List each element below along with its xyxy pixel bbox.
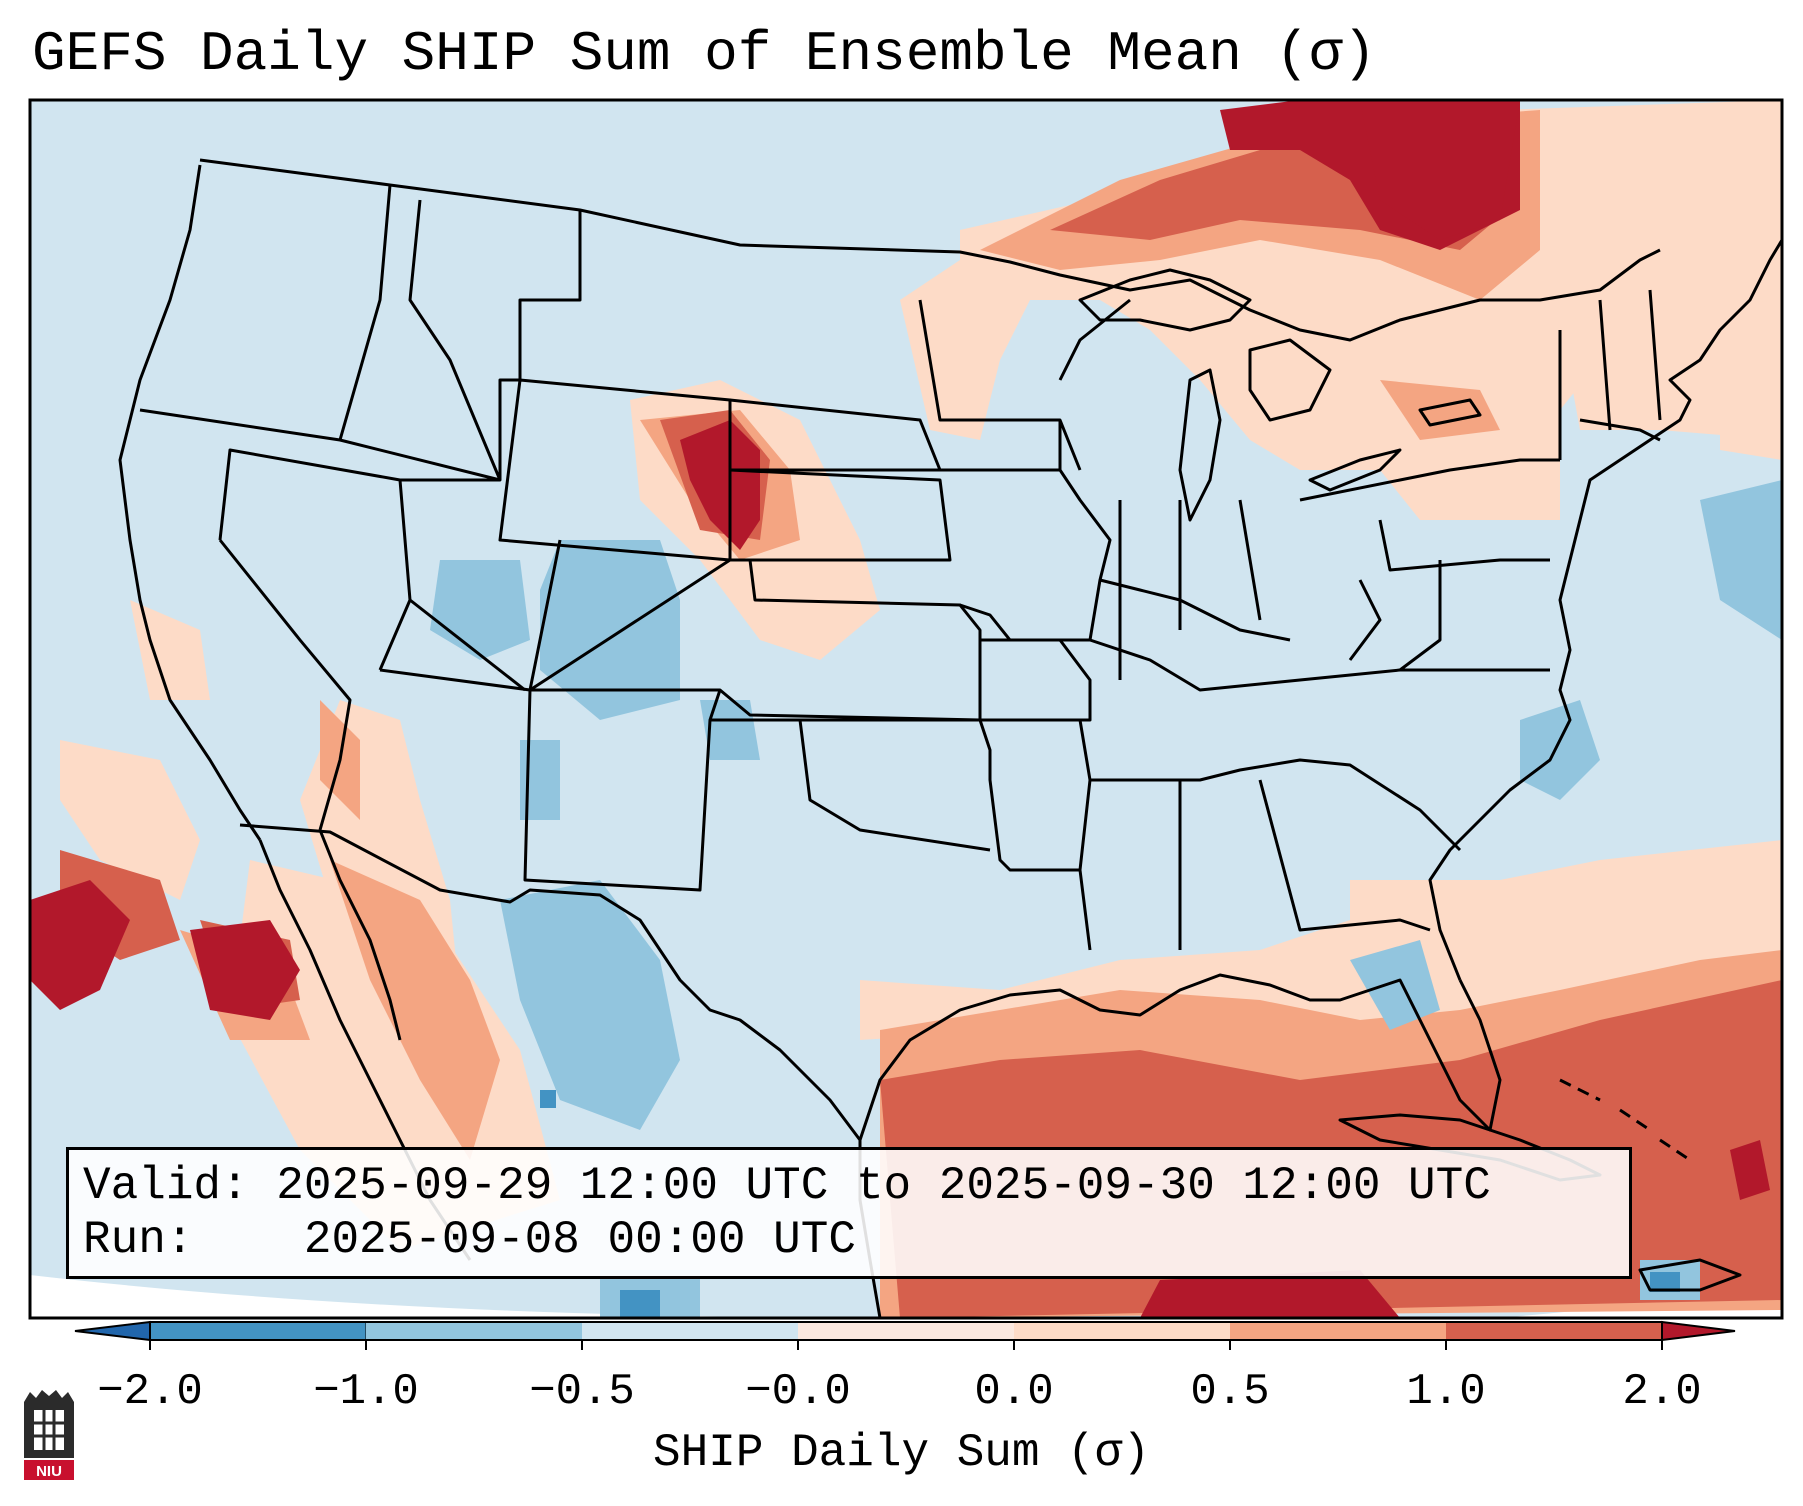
baja-inner-coast xyxy=(318,829,402,1041)
logo-text: NIU xyxy=(36,1463,62,1480)
colorbar-bin xyxy=(366,1322,582,1340)
colorbar-ticks xyxy=(149,1340,1663,1350)
colorbar-tick-label: −0.5 xyxy=(529,1367,635,1417)
bahamas xyxy=(1559,1078,1691,1162)
niu-logo-icon: NIU xyxy=(24,1390,74,1480)
colorbar-tick-label: 0.5 xyxy=(1190,1367,1269,1417)
colorbar-extend-high xyxy=(1661,1320,1736,1342)
valid-run-info-box: Valid: 2025-09-29 12:00 UTC to 2025-09-3… xyxy=(66,1147,1632,1279)
map-title: GEFS Daily SHIP Sum of Ensemble Mean (σ) xyxy=(32,22,1377,86)
lake-michigan xyxy=(1178,368,1222,522)
colorbar-bin xyxy=(798,1322,1014,1340)
colorbar: −2.0 −1.0 −0.5 −0.0 0.0 0.5 1.0 2.0 xyxy=(74,1320,1736,1417)
colorbar-tick-label: 1.0 xyxy=(1406,1367,1485,1417)
pacific-coast xyxy=(118,164,262,841)
run-value: 2025-09-08 00:00 UTC xyxy=(303,1214,856,1266)
colorbar-tick-label: −1.0 xyxy=(313,1367,419,1417)
map-frame xyxy=(28,98,1784,1320)
atlantic-coast xyxy=(1428,239,1782,981)
colorbar-tick-label: −2.0 xyxy=(97,1367,203,1417)
colorbar-tick-label: −0.0 xyxy=(745,1367,851,1417)
colorbar-bin xyxy=(149,1321,367,1341)
valid-value: 2025-09-29 12:00 UTC to 2025-09-30 12:00… xyxy=(276,1160,1491,1212)
colorbar-tick-label: 0.0 xyxy=(974,1367,1053,1417)
colorbar-extend-low xyxy=(74,1320,151,1342)
anomaly-above-2.0 xyxy=(30,100,1770,1318)
run-line: Run: 2025-09-08 00:00 UTC xyxy=(83,1214,856,1266)
colorbar-bin xyxy=(582,1322,798,1340)
anomaly-minus-2-to-minus-1 xyxy=(540,1090,1680,1318)
colorbar-bin xyxy=(1230,1322,1446,1340)
colorbar-label: SHIP Daily Sum (σ) xyxy=(653,1427,1150,1479)
colorbar-bin xyxy=(1014,1322,1230,1340)
colorbar-tick-label: 2.0 xyxy=(1622,1367,1701,1417)
us-mexico-border xyxy=(239,823,862,1141)
lake-ontario xyxy=(1418,398,1482,427)
valid-line: Valid: 2025-09-29 12:00 UTC to 2025-09-3… xyxy=(83,1160,1491,1212)
anomaly-field xyxy=(30,100,1782,1318)
lake-huron xyxy=(1248,338,1332,422)
valid-label: Valid: xyxy=(83,1160,249,1212)
colorbar-bin xyxy=(1446,1322,1662,1340)
lake-superior xyxy=(1078,268,1252,332)
gulf-coast xyxy=(858,973,1502,1141)
run-label: Run: xyxy=(83,1214,194,1266)
hispaniola xyxy=(1638,1258,1742,1292)
lake-erie xyxy=(1308,448,1402,492)
us-canada-border xyxy=(199,158,1661,342)
